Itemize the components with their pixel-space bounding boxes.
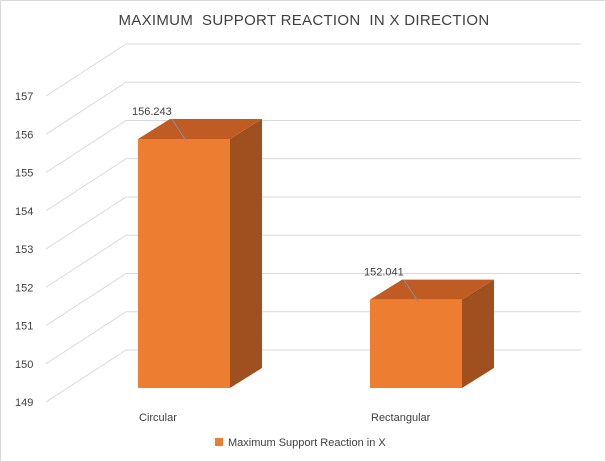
gridline-side-155 (45, 120, 127, 173)
y-tick-label: 152 (15, 282, 33, 294)
bar-top-rectangular (370, 279, 494, 300)
y-tick-label: 157 (15, 91, 33, 103)
gridline-side-150 (45, 311, 127, 365)
bar-rectangular (370, 299, 462, 388)
y-tick-label: 155 (15, 168, 33, 180)
gridline-side-154 (45, 158, 127, 212)
gridline-side-153 (45, 196, 127, 250)
y-tick-label: 154 (15, 206, 33, 218)
y-tick-label: 151 (15, 321, 33, 333)
data-labels: 156.243 152.041 (132, 106, 419, 302)
gridline-side-157 (45, 43, 127, 97)
data-label: 156.243 (132, 106, 172, 118)
gridline-side-152 (45, 234, 127, 288)
data-label: 152.041 (364, 267, 404, 279)
legend: Maximum Support Reaction in X (215, 437, 386, 449)
bar-circular (138, 138, 230, 388)
x-category-label: Circular (139, 412, 177, 424)
data-label-leader (403, 279, 419, 302)
bars (138, 118, 494, 388)
gridline-side-151 (45, 273, 127, 326)
x-axis-categories: Circular Rectangular (139, 412, 431, 424)
chart-title: MAXIMUM SUPPORT REACTION IN X DIRECTION (119, 12, 490, 29)
legend-label: Maximum Support Reaction in X (228, 437, 386, 449)
y-tick-label: 153 (15, 244, 33, 256)
y-tick-label: 156 (15, 129, 33, 141)
gridline-side-156 (45, 81, 127, 135)
x-category-label: Rectangular (371, 412, 431, 424)
data-label-leader (171, 118, 187, 142)
y-tick-label: 149 (15, 397, 33, 409)
bar-side-circular (230, 118, 262, 388)
y-axis-ticks: 149 150 151 152 153 154 155 156 157 (15, 91, 33, 409)
bar-top-circular (138, 118, 262, 139)
y-tick-label: 150 (15, 359, 33, 371)
legend-swatch (215, 438, 223, 446)
bar-side-rectangular (462, 279, 494, 388)
gridline-side-149 (45, 349, 127, 403)
gridlines (45, 43, 581, 403)
